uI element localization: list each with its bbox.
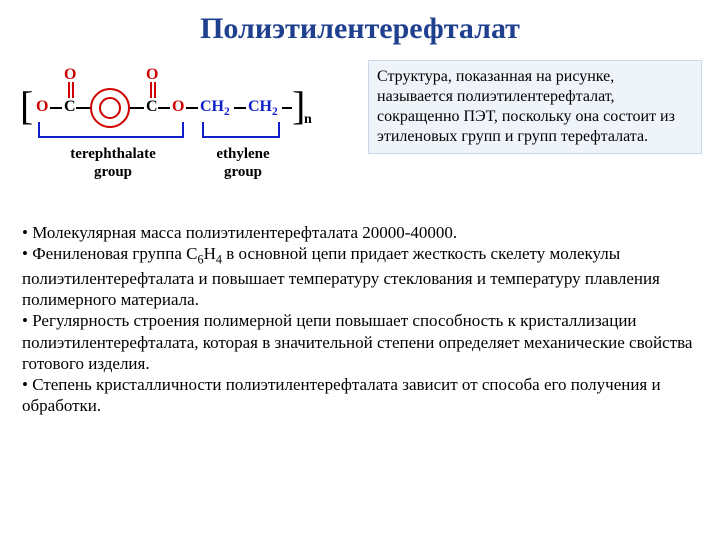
page-title: Полиэтилентерефталат	[0, 0, 720, 46]
terephthalate-label-1: terephthalate	[58, 146, 168, 163]
ethylene-label-1: ethylene	[188, 146, 298, 163]
bond-ch2b-out	[282, 107, 292, 109]
atom-ch2a: CH2	[200, 98, 230, 118]
bond-ring-c2	[130, 107, 144, 109]
bullet-4: • Степень кристалличности полиэтилентере…	[22, 374, 698, 417]
bullet-list: • Молекулярная масса полиэтилентерефтала…	[0, 210, 720, 417]
benzene-ring-inner	[99, 97, 121, 119]
atom-o1: O	[36, 98, 48, 116]
bond-o2-ch2a	[186, 107, 198, 109]
bullet-1: • Молекулярная масса полиэтилентерефтала…	[22, 222, 698, 243]
left-bracket: [	[20, 82, 33, 129]
bond-c2-o2	[158, 107, 170, 109]
description-box: Структура, показанная на рисунке, называ…	[368, 60, 702, 154]
subscript-n: n	[304, 112, 312, 128]
description-column: Структура, показанная на рисунке, называ…	[368, 60, 702, 210]
chemical-structure: [ O O C O C O CH2 CH2	[18, 60, 358, 210]
atom-ch2b: CH2	[248, 98, 278, 118]
upper-row: [ O O C O C O CH2 CH2	[0, 60, 720, 210]
bullet-3: • Регулярность строения полимерной цепи …	[22, 310, 698, 374]
bond-o1-c1	[50, 107, 62, 109]
atom-c1: C	[64, 98, 76, 116]
bond-ch2a-ch2b	[234, 107, 246, 109]
dbond-c1-o	[68, 82, 74, 98]
terephthalate-bracket	[38, 122, 184, 138]
dbond-c2-o	[150, 82, 156, 98]
bullet-2: • Фениленовая группа C6H4 в основной цеп…	[22, 243, 698, 310]
terephthalate-label-2: group	[58, 164, 168, 181]
atom-o2: O	[172, 98, 184, 116]
bond-c1-ring	[76, 107, 90, 109]
ethylene-label-2: group	[188, 164, 298, 181]
diagram-column: [ O O C O C O CH2 CH2	[18, 60, 358, 210]
ethylene-bracket	[202, 122, 280, 138]
atom-c2: C	[146, 98, 158, 116]
